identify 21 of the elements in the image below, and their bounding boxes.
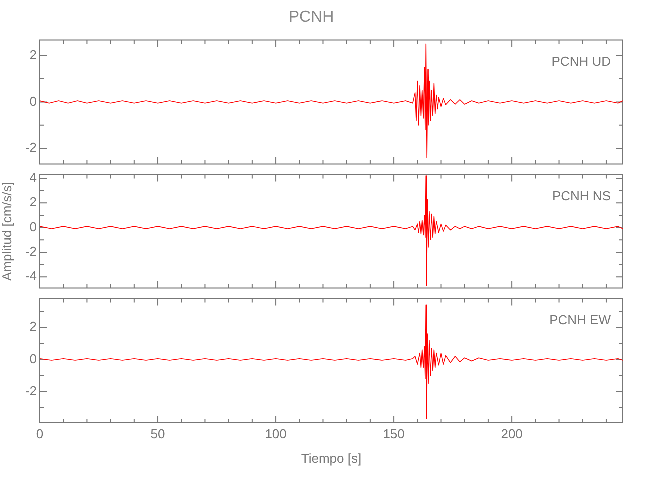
y-tick-label: 0 bbox=[30, 94, 37, 109]
annotation: PCNH UD bbox=[552, 54, 611, 69]
x-tick-label: 200 bbox=[501, 426, 523, 442]
y-tick-label: 2 bbox=[30, 47, 37, 62]
y-tick-label: -2 bbox=[25, 244, 37, 260]
chart-title: PCNH bbox=[288, 9, 334, 26]
annotation: PCNH NS bbox=[552, 188, 612, 204]
x-tick-label: 50 bbox=[150, 426, 166, 442]
annotation: PCNH EW bbox=[550, 312, 612, 328]
y-tick-label: 0 bbox=[30, 220, 37, 235]
y-tick-label: 0 bbox=[30, 352, 37, 367]
x-tick-label: 150 bbox=[383, 426, 405, 442]
x-tick-label: 100 bbox=[265, 426, 287, 442]
y-tick-label: -4 bbox=[25, 268, 37, 284]
y-tick-label: -2 bbox=[25, 384, 37, 399]
y-axis-title: Amplitud [cm/s/s] bbox=[0, 182, 14, 282]
y-tick-label: 2 bbox=[30, 320, 37, 335]
y-tick-label: 2 bbox=[30, 194, 37, 210]
y-tick-label: -2 bbox=[25, 140, 37, 156]
y-tick-label: 4 bbox=[30, 170, 37, 186]
x-axis-title: Tiempo [s] bbox=[301, 451, 362, 466]
